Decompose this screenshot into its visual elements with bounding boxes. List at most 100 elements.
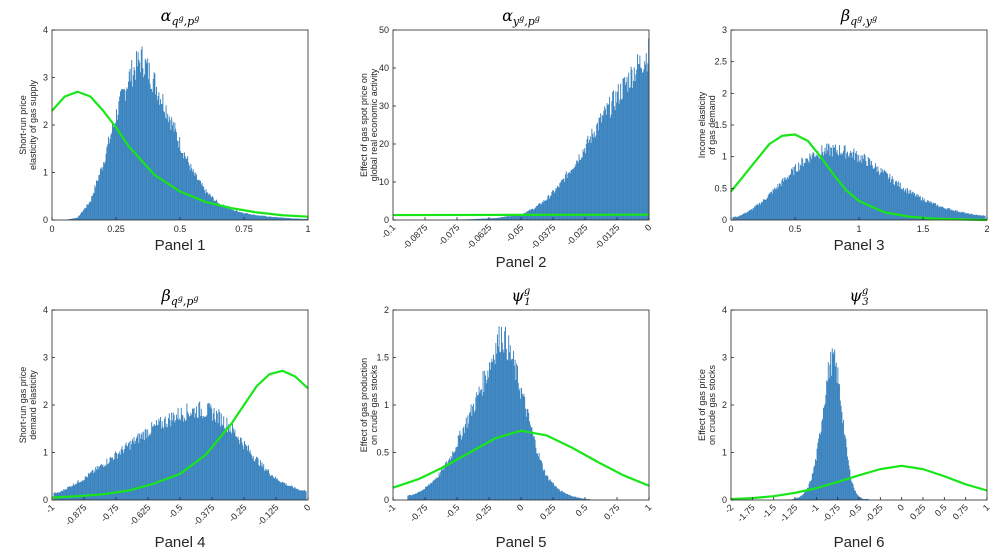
histogram-bar bbox=[618, 103, 620, 220]
histogram-bar bbox=[188, 414, 189, 500]
histogram-bar bbox=[282, 217, 284, 220]
histogram-bar bbox=[277, 217, 279, 220]
histogram-bar bbox=[589, 136, 591, 220]
histogram-bar bbox=[135, 440, 137, 500]
histogram-bar bbox=[418, 491, 420, 500]
histogram-bar bbox=[813, 153, 815, 220]
histogram-bar bbox=[479, 218, 481, 220]
histogram-bar bbox=[407, 495, 409, 500]
histogram-bar bbox=[149, 435, 151, 500]
histogram-bar bbox=[819, 434, 821, 500]
histogram-bar bbox=[152, 426, 154, 500]
histogram-bar bbox=[937, 204, 939, 220]
histogram-bar bbox=[553, 482, 554, 500]
histogram-bar bbox=[100, 167, 102, 220]
histogram-bar bbox=[131, 59, 133, 221]
histogram-bar bbox=[167, 427, 169, 500]
histogram-bar bbox=[70, 487, 72, 500]
histogram-bar bbox=[69, 219, 71, 220]
histogram-bar bbox=[850, 478, 852, 500]
histogram-bar bbox=[220, 204, 222, 220]
histogram-bar bbox=[827, 150, 828, 220]
histogram-bar bbox=[213, 408, 215, 500]
histogram-bar bbox=[780, 186, 782, 220]
histogram-bar bbox=[441, 468, 442, 500]
histogram-bar bbox=[956, 210, 958, 220]
histogram-bar bbox=[565, 171, 567, 220]
histogram-bar bbox=[577, 497, 578, 500]
histogram-bar bbox=[566, 178, 568, 220]
histogram-bar bbox=[424, 489, 426, 500]
histogram-bar bbox=[412, 494, 414, 500]
histogram-bar bbox=[506, 216, 508, 220]
histogram-bar bbox=[179, 137, 181, 220]
histogram-bar bbox=[577, 497, 579, 500]
histogram-bar bbox=[107, 463, 109, 500]
histogram-bar bbox=[565, 174, 566, 220]
histogram-bar bbox=[566, 493, 568, 500]
histogram-bar bbox=[538, 203, 540, 220]
histogram-bar bbox=[260, 465, 262, 500]
histogram-bar bbox=[592, 133, 594, 220]
histogram-bar bbox=[244, 443, 246, 500]
histogram-bar bbox=[266, 469, 268, 500]
histogram-bar bbox=[578, 154, 580, 220]
histogram-bar bbox=[107, 144, 109, 220]
histogram-bar bbox=[256, 215, 257, 220]
histogram-bar bbox=[906, 192, 908, 220]
histogram-bar bbox=[620, 83, 622, 221]
x-tick-label: -0.75 bbox=[408, 502, 430, 524]
histogram-bar bbox=[516, 215, 518, 220]
histogram-bar bbox=[622, 78, 624, 220]
histogram-bar bbox=[523, 393, 525, 500]
histogram-bar bbox=[249, 450, 251, 500]
histogram-bar bbox=[489, 218, 490, 220]
histogram-bar bbox=[105, 153, 107, 220]
histogram-bar bbox=[286, 485, 288, 500]
histogram-bar bbox=[823, 406, 825, 500]
histogram-bar bbox=[164, 418, 165, 500]
histogram-bar bbox=[854, 490, 856, 500]
histogram-bar bbox=[299, 218, 301, 220]
histogram-bar bbox=[856, 494, 858, 500]
histogram-bar bbox=[144, 74, 145, 220]
histogram-bar bbox=[71, 486, 73, 500]
histogram-bar bbox=[575, 496, 577, 500]
histogram-bar bbox=[252, 214, 253, 220]
histogram-bar bbox=[464, 432, 466, 500]
histogram-bar bbox=[501, 217, 503, 220]
histogram-bar bbox=[820, 431, 822, 500]
histogram-bar bbox=[422, 489, 424, 500]
histogram-bar bbox=[766, 199, 768, 220]
histogram-bar bbox=[209, 194, 211, 220]
histogram-bar bbox=[536, 453, 538, 500]
histogram-bar bbox=[647, 63, 649, 221]
histogram-bar bbox=[831, 147, 832, 220]
histogram-bar bbox=[551, 191, 553, 220]
histogram-bar bbox=[216, 410, 217, 500]
histogram-bar bbox=[830, 147, 832, 220]
histogram-bar bbox=[493, 359, 495, 500]
y-tick-label: 3 bbox=[43, 73, 48, 83]
histogram-bar bbox=[439, 475, 441, 500]
histogram-bar bbox=[176, 140, 178, 220]
histogram-bar bbox=[833, 147, 835, 220]
histogram-bar bbox=[178, 420, 180, 500]
histogram-bar bbox=[232, 210, 233, 220]
histogram-bar bbox=[743, 213, 745, 220]
chart-title-symbol: ψ bbox=[849, 286, 862, 305]
histogram-bar bbox=[184, 420, 186, 500]
histogram-bar bbox=[739, 215, 741, 220]
histogram-bar bbox=[511, 358, 513, 500]
histogram-bar bbox=[836, 383, 838, 500]
histogram-bar bbox=[896, 182, 898, 220]
histogram-bar bbox=[168, 116, 170, 220]
histogram-bar bbox=[604, 106, 606, 220]
histogram-bar bbox=[977, 215, 979, 220]
histogram-bar bbox=[978, 215, 980, 220]
histogram-bar bbox=[828, 144, 830, 220]
histogram-bar bbox=[203, 186, 205, 220]
histogram-bar bbox=[973, 214, 975, 220]
histogram-bar bbox=[268, 216, 269, 220]
histogram-bar bbox=[525, 416, 527, 500]
